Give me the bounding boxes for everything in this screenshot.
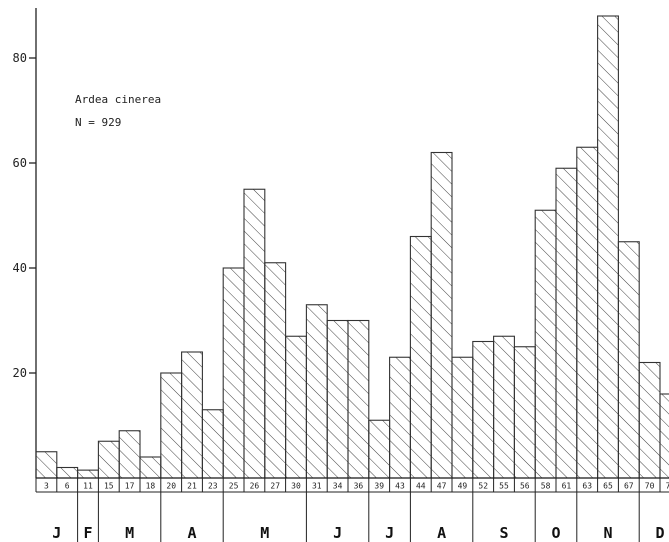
week-label: 39	[374, 482, 384, 491]
week-label: 26	[250, 482, 260, 491]
week-label: 67	[624, 482, 634, 491]
bar-week-11	[77, 469, 99, 479]
bar-week-3	[35, 451, 58, 479]
bar-week-63	[576, 146, 599, 479]
month-label: N	[603, 524, 612, 542]
bar-week-39	[368, 419, 391, 479]
month-label: A	[187, 524, 196, 542]
week-label: 21	[187, 482, 197, 491]
week-label: 6	[65, 482, 70, 491]
month-label: F	[83, 524, 92, 542]
bar-week-65	[597, 15, 619, 479]
week-label: 20	[166, 482, 176, 491]
bar-week-26	[243, 188, 266, 479]
month-label: S	[499, 524, 508, 542]
bar-week-52	[472, 340, 495, 479]
bar-week-25	[222, 267, 245, 479]
bar-week-30	[285, 335, 307, 479]
bar-week-47	[430, 151, 453, 479]
bar-week-49	[451, 356, 474, 479]
week-label: 55	[499, 482, 509, 491]
week-label: 36	[354, 482, 364, 491]
week-label: 65	[603, 482, 613, 491]
week-label: 30	[291, 482, 301, 491]
week-label: 34	[333, 482, 343, 491]
bar-week-17	[118, 430, 141, 479]
y-tick-label: 20	[13, 366, 27, 380]
week-label: 18	[146, 482, 156, 491]
bar-week-61	[555, 167, 578, 479]
bar-week-36	[347, 319, 370, 479]
week-label: 63	[582, 482, 592, 491]
week-label: 27	[270, 482, 280, 491]
week-label: 15	[104, 482, 114, 491]
month-label: O	[551, 524, 560, 542]
bar-week-44	[409, 235, 432, 479]
bar-week-20	[160, 372, 183, 479]
week-label: 23	[208, 482, 218, 491]
bar-week-23	[201, 409, 224, 479]
week-label: 17	[125, 482, 135, 491]
month-label: J	[333, 524, 342, 542]
bars	[35, 15, 669, 479]
x-axis-strip: 3 6 11 15 17 18 20 21 23 25 26 27 30 31 34 36 39 43 44 47 49…	[35, 477, 669, 542]
month-label: J	[52, 524, 61, 542]
week-label: 31	[312, 482, 322, 491]
month-label: M	[260, 524, 269, 542]
y-tick-label: 60	[13, 156, 27, 170]
month-label: J	[385, 524, 394, 542]
week-label: 44	[416, 482, 426, 491]
week-label: 3	[44, 482, 49, 491]
bar-week-15	[97, 440, 120, 479]
bar-week-56	[513, 346, 536, 479]
y-axis: 20 40 60 80	[13, 8, 37, 478]
bar-week-6	[56, 466, 79, 479]
bar-week-58	[534, 209, 557, 479]
week-label: 70	[645, 482, 655, 491]
bar-week-21	[181, 351, 203, 479]
bar-week-34	[326, 319, 349, 479]
week-label: 11	[83, 482, 93, 491]
legend-annotation: Ardea cinerea N = 929	[75, 93, 161, 129]
sample-size-label: N = 929	[75, 116, 121, 129]
bar-week-55	[493, 335, 515, 479]
week-label: 61	[562, 482, 572, 491]
month-label: A	[437, 524, 446, 542]
bar-week-70	[638, 361, 661, 479]
y-tick-label: 40	[13, 261, 27, 275]
week-label: 43	[395, 482, 405, 491]
week-label: 58	[541, 482, 551, 491]
week-label: 52	[478, 482, 488, 491]
bar-week-31	[305, 304, 328, 479]
week-label: 47	[437, 482, 447, 491]
species-label: Ardea cinerea	[75, 93, 161, 106]
bar-week-27	[264, 262, 287, 479]
month-label: M	[125, 524, 134, 542]
y-tick-label: 80	[13, 51, 27, 65]
bar-week-18	[139, 456, 162, 479]
bar-week-71	[659, 393, 669, 479]
week-label: 56	[520, 482, 530, 491]
month-label: D	[655, 524, 664, 542]
week-label: 25	[229, 482, 239, 491]
week-label: 49	[458, 482, 468, 491]
week-label: 71	[666, 482, 669, 491]
bar-week-67	[617, 241, 640, 479]
bar-week-43	[389, 356, 411, 479]
